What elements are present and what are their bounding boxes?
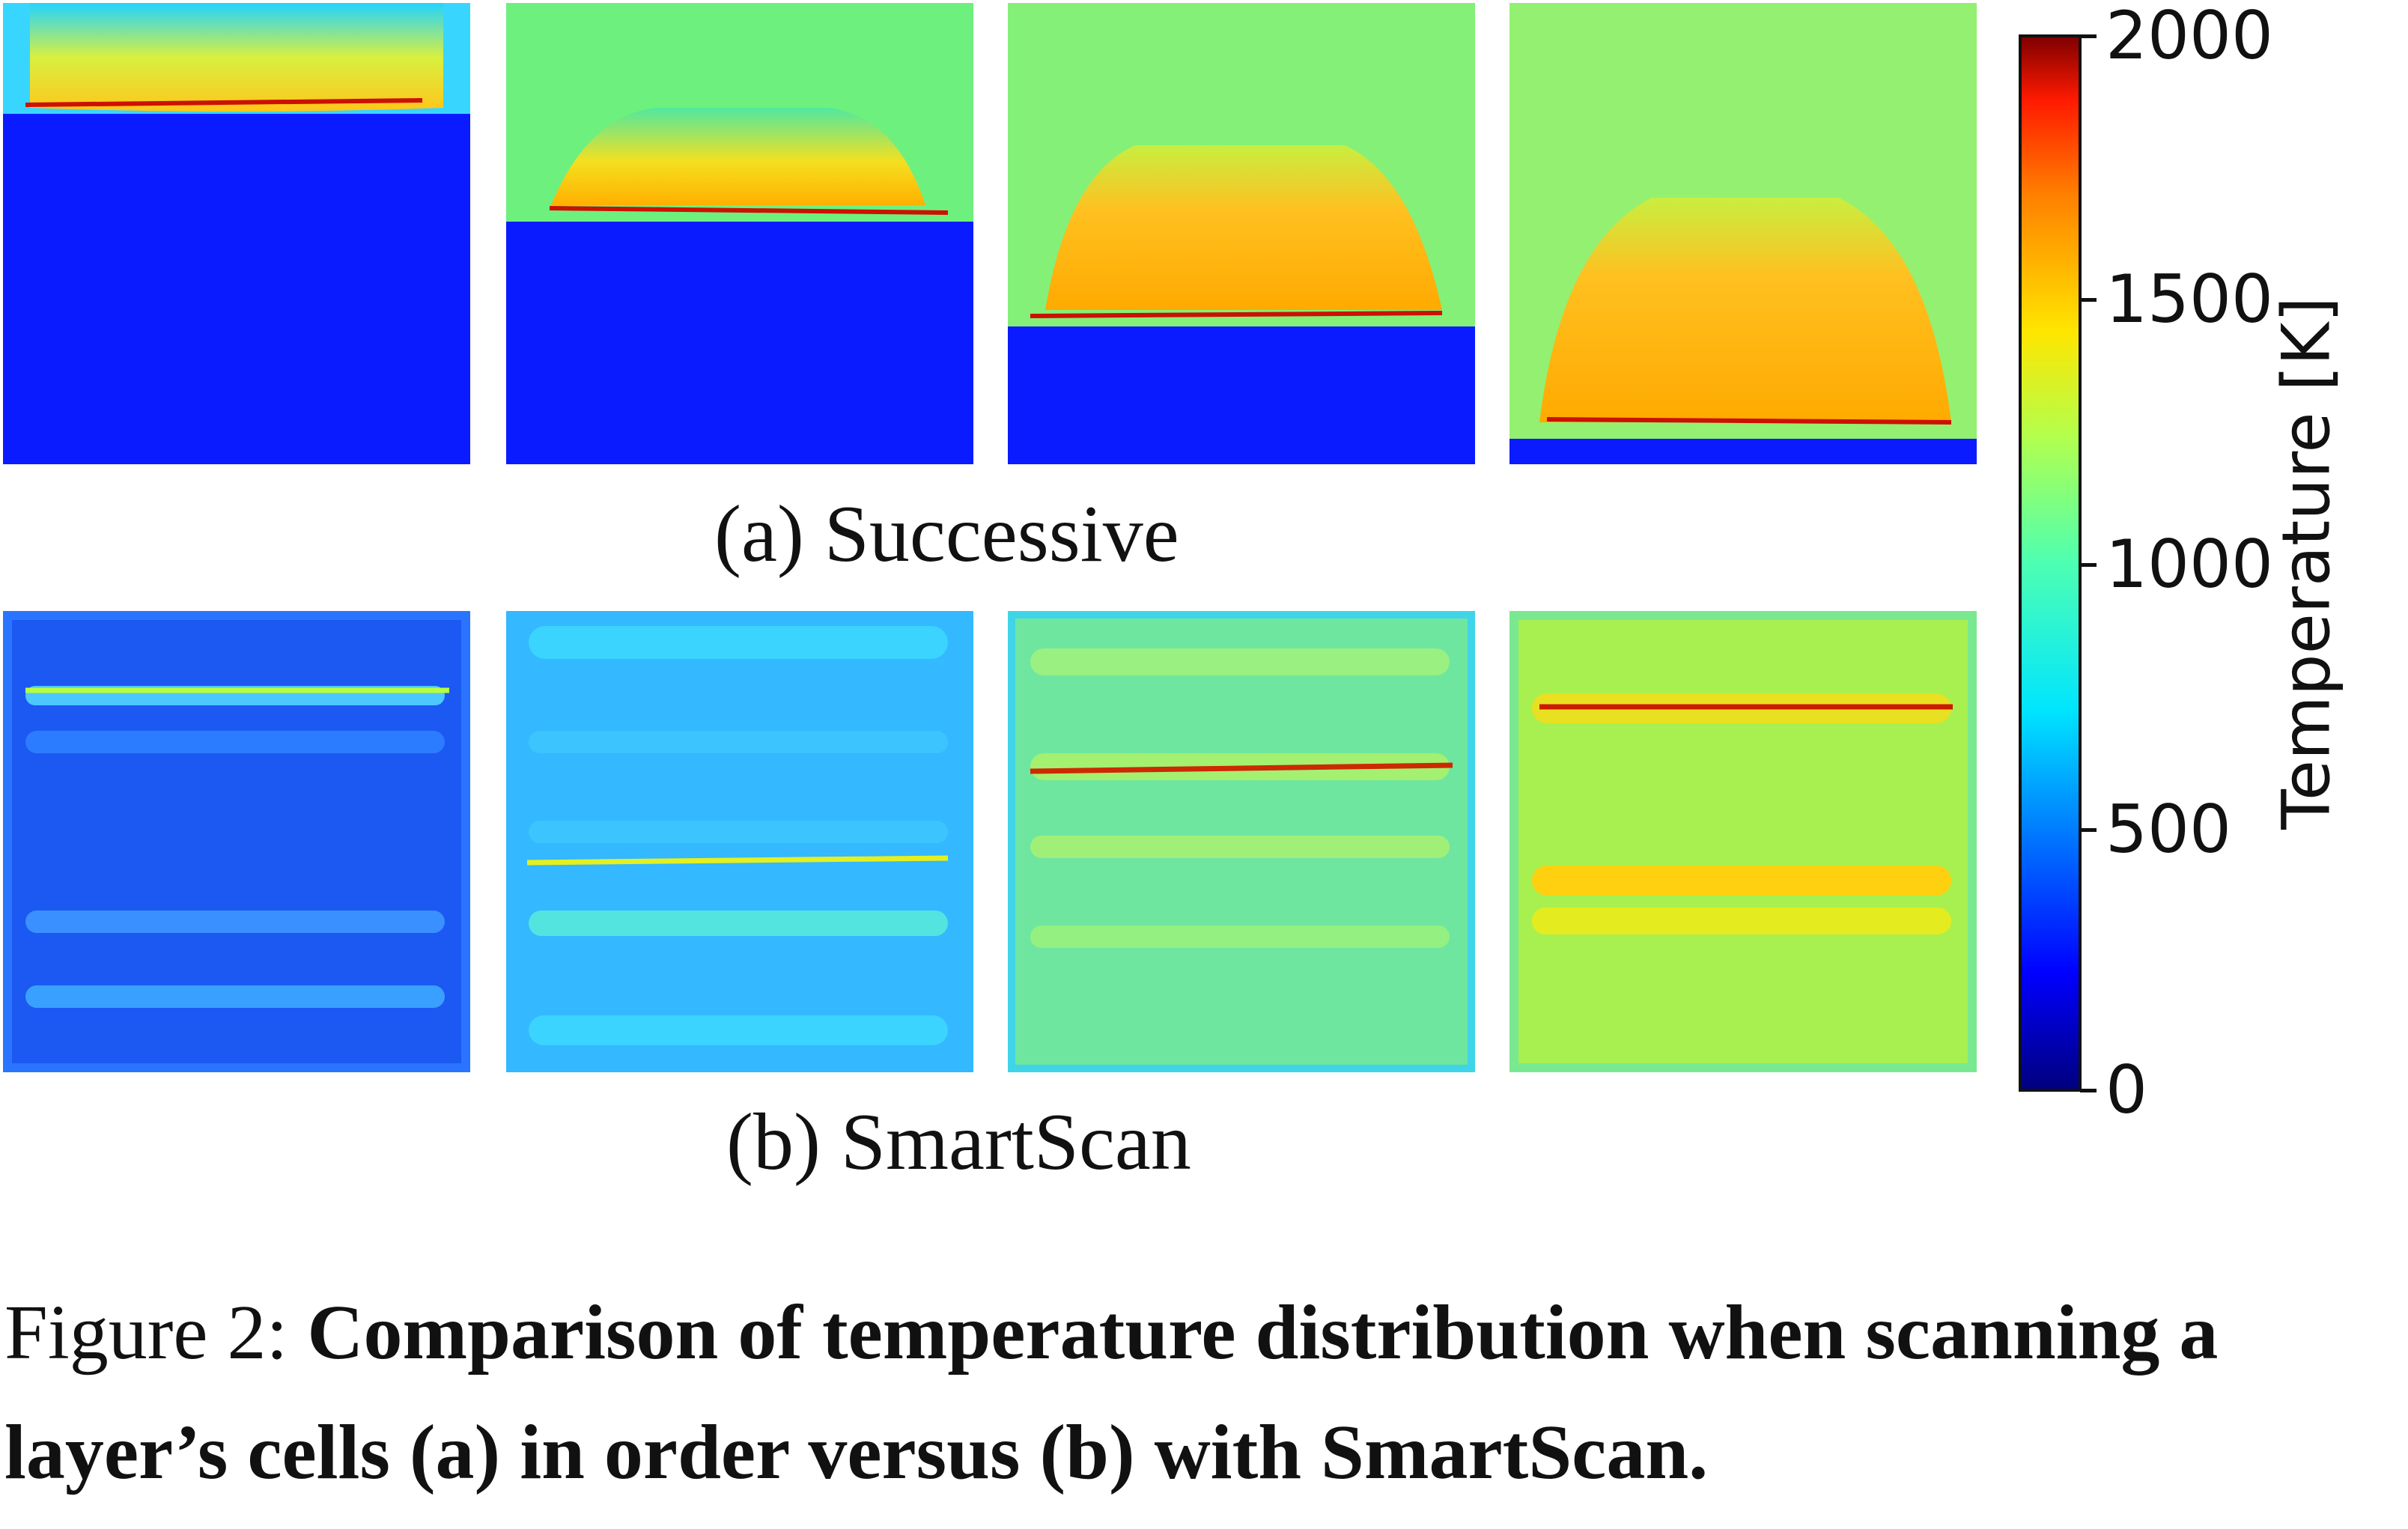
caption-prefix: Figure 2: xyxy=(4,1289,288,1376)
colorbar-tick-label: 1500 xyxy=(2106,261,2273,338)
colorbar-tick-label: 1000 xyxy=(2106,526,2273,603)
colorbar-tick xyxy=(2080,298,2097,302)
row-b-label: (b) SmartScan xyxy=(726,1098,1191,1187)
row-a-label: (a) Successive xyxy=(714,490,1179,579)
colorbar-tick-label: 2000 xyxy=(2106,0,2273,74)
figure-caption: Figure 2: Comparison of temperature dist… xyxy=(4,1273,2401,1513)
colorbar-title: Temperature [K] xyxy=(2267,297,2345,830)
colorbar-tick xyxy=(2080,828,2097,832)
successive-panel-2 xyxy=(506,3,973,464)
successive-panel-3 xyxy=(1008,3,1475,464)
successive-panel-4 xyxy=(1509,3,1977,464)
smartscan-panel-4 xyxy=(1509,611,1977,1072)
colorbar-tick xyxy=(2080,34,2097,38)
caption-text: Comparison of temperature distribution w… xyxy=(4,1289,2219,1495)
colorbar-tick xyxy=(2080,563,2097,567)
colorbar-tick-label: 0 xyxy=(2106,1051,2147,1128)
colorbar-tick xyxy=(2080,1089,2097,1092)
smartscan-panel-1 xyxy=(3,611,470,1072)
successive-panel-1 xyxy=(3,3,470,464)
smartscan-panel-3 xyxy=(1008,611,1475,1072)
temperature-colorbar xyxy=(2019,34,2082,1092)
smartscan-panel-2 xyxy=(506,611,973,1072)
colorbar-tick-label: 500 xyxy=(2106,791,2231,868)
